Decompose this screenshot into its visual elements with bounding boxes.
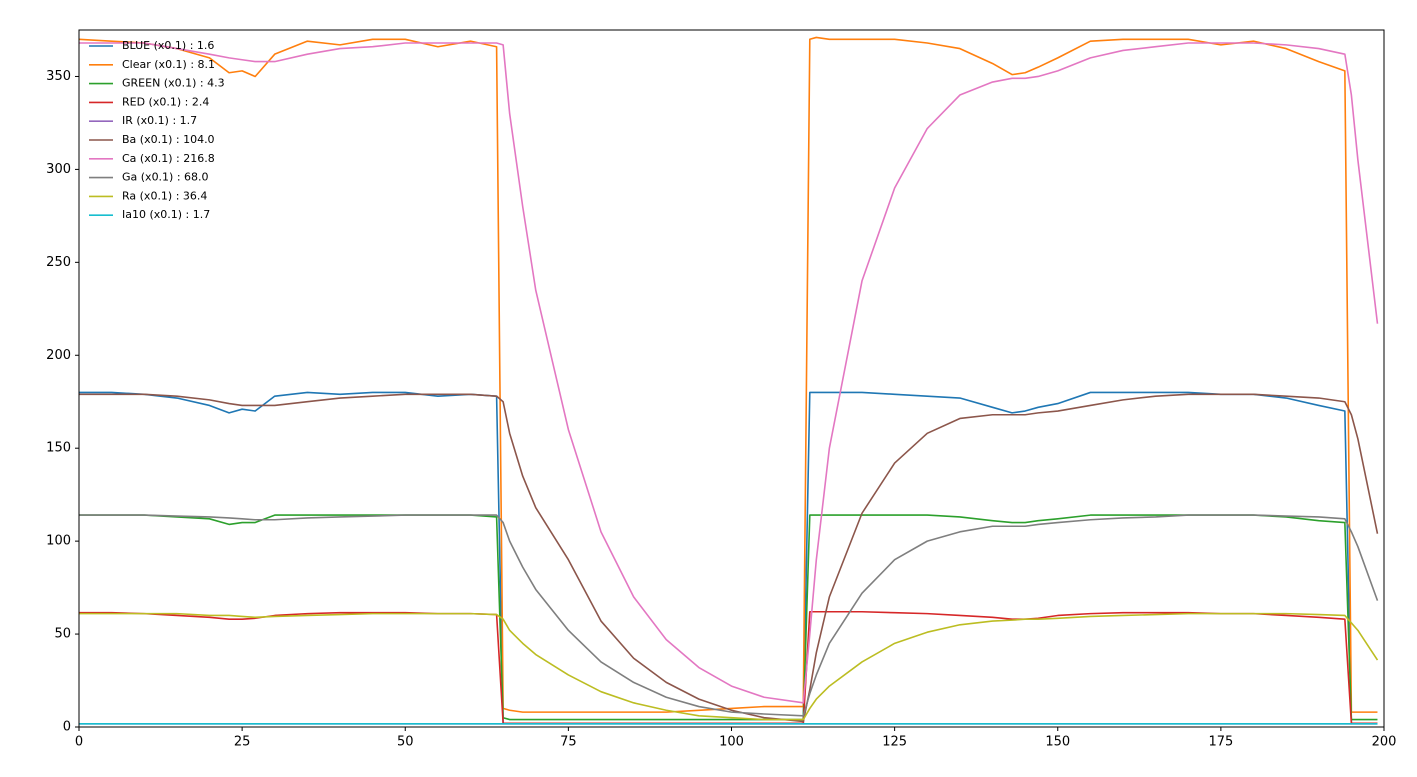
y-tick-label: 150 [46, 441, 71, 456]
series-line [79, 514, 1379, 717]
y-tick-label: 100 [46, 534, 71, 549]
y-tick-label: 350 [46, 69, 71, 84]
legend-label: Ca (x0.1) : 216.8 [122, 152, 215, 165]
series-line [79, 612, 1379, 721]
x-tick-label: 25 [234, 735, 251, 750]
y-tick-label: 50 [54, 627, 71, 642]
x-tick-label: 100 [719, 735, 744, 750]
legend-label: GREEN (x0.1) : 4.3 [122, 77, 225, 90]
legend-label: Clear (x0.1) : 8.1 [122, 58, 215, 71]
x-tick-label: 150 [1045, 735, 1070, 750]
x-tick-label: 75 [560, 735, 577, 750]
legend-label: Ba (x0.1) : 104.0 [122, 133, 215, 146]
legend-label: IR (x0.1) : 1.7 [122, 114, 197, 127]
x-tick-label: 125 [882, 735, 907, 750]
y-tick-label: 200 [46, 348, 71, 363]
y-tick-label: 300 [46, 162, 71, 177]
y-tick-label: 0 [63, 720, 71, 735]
series-line [78, 36, 1378, 713]
legend-label: Ra (x0.1) : 36.4 [122, 189, 207, 202]
x-tick-label: 0 [75, 735, 83, 750]
x-tick-label: 175 [1208, 735, 1233, 750]
legend-label: BLUE (x0.1) : 1.6 [122, 39, 214, 52]
legend-label: Ga (x0.1) : 68.0 [122, 171, 209, 184]
x-tick-label: 200 [1372, 735, 1397, 750]
series-line [79, 393, 1379, 723]
series-line [79, 514, 1378, 721]
legend-label: Ia10 (x0.1) : 1.7 [122, 208, 210, 221]
x-tick-label: 50 [397, 735, 414, 750]
y-tick-label: 250 [46, 255, 71, 270]
series-line [79, 42, 1379, 704]
legend-label: RED (x0.1) : 2.4 [122, 95, 209, 108]
